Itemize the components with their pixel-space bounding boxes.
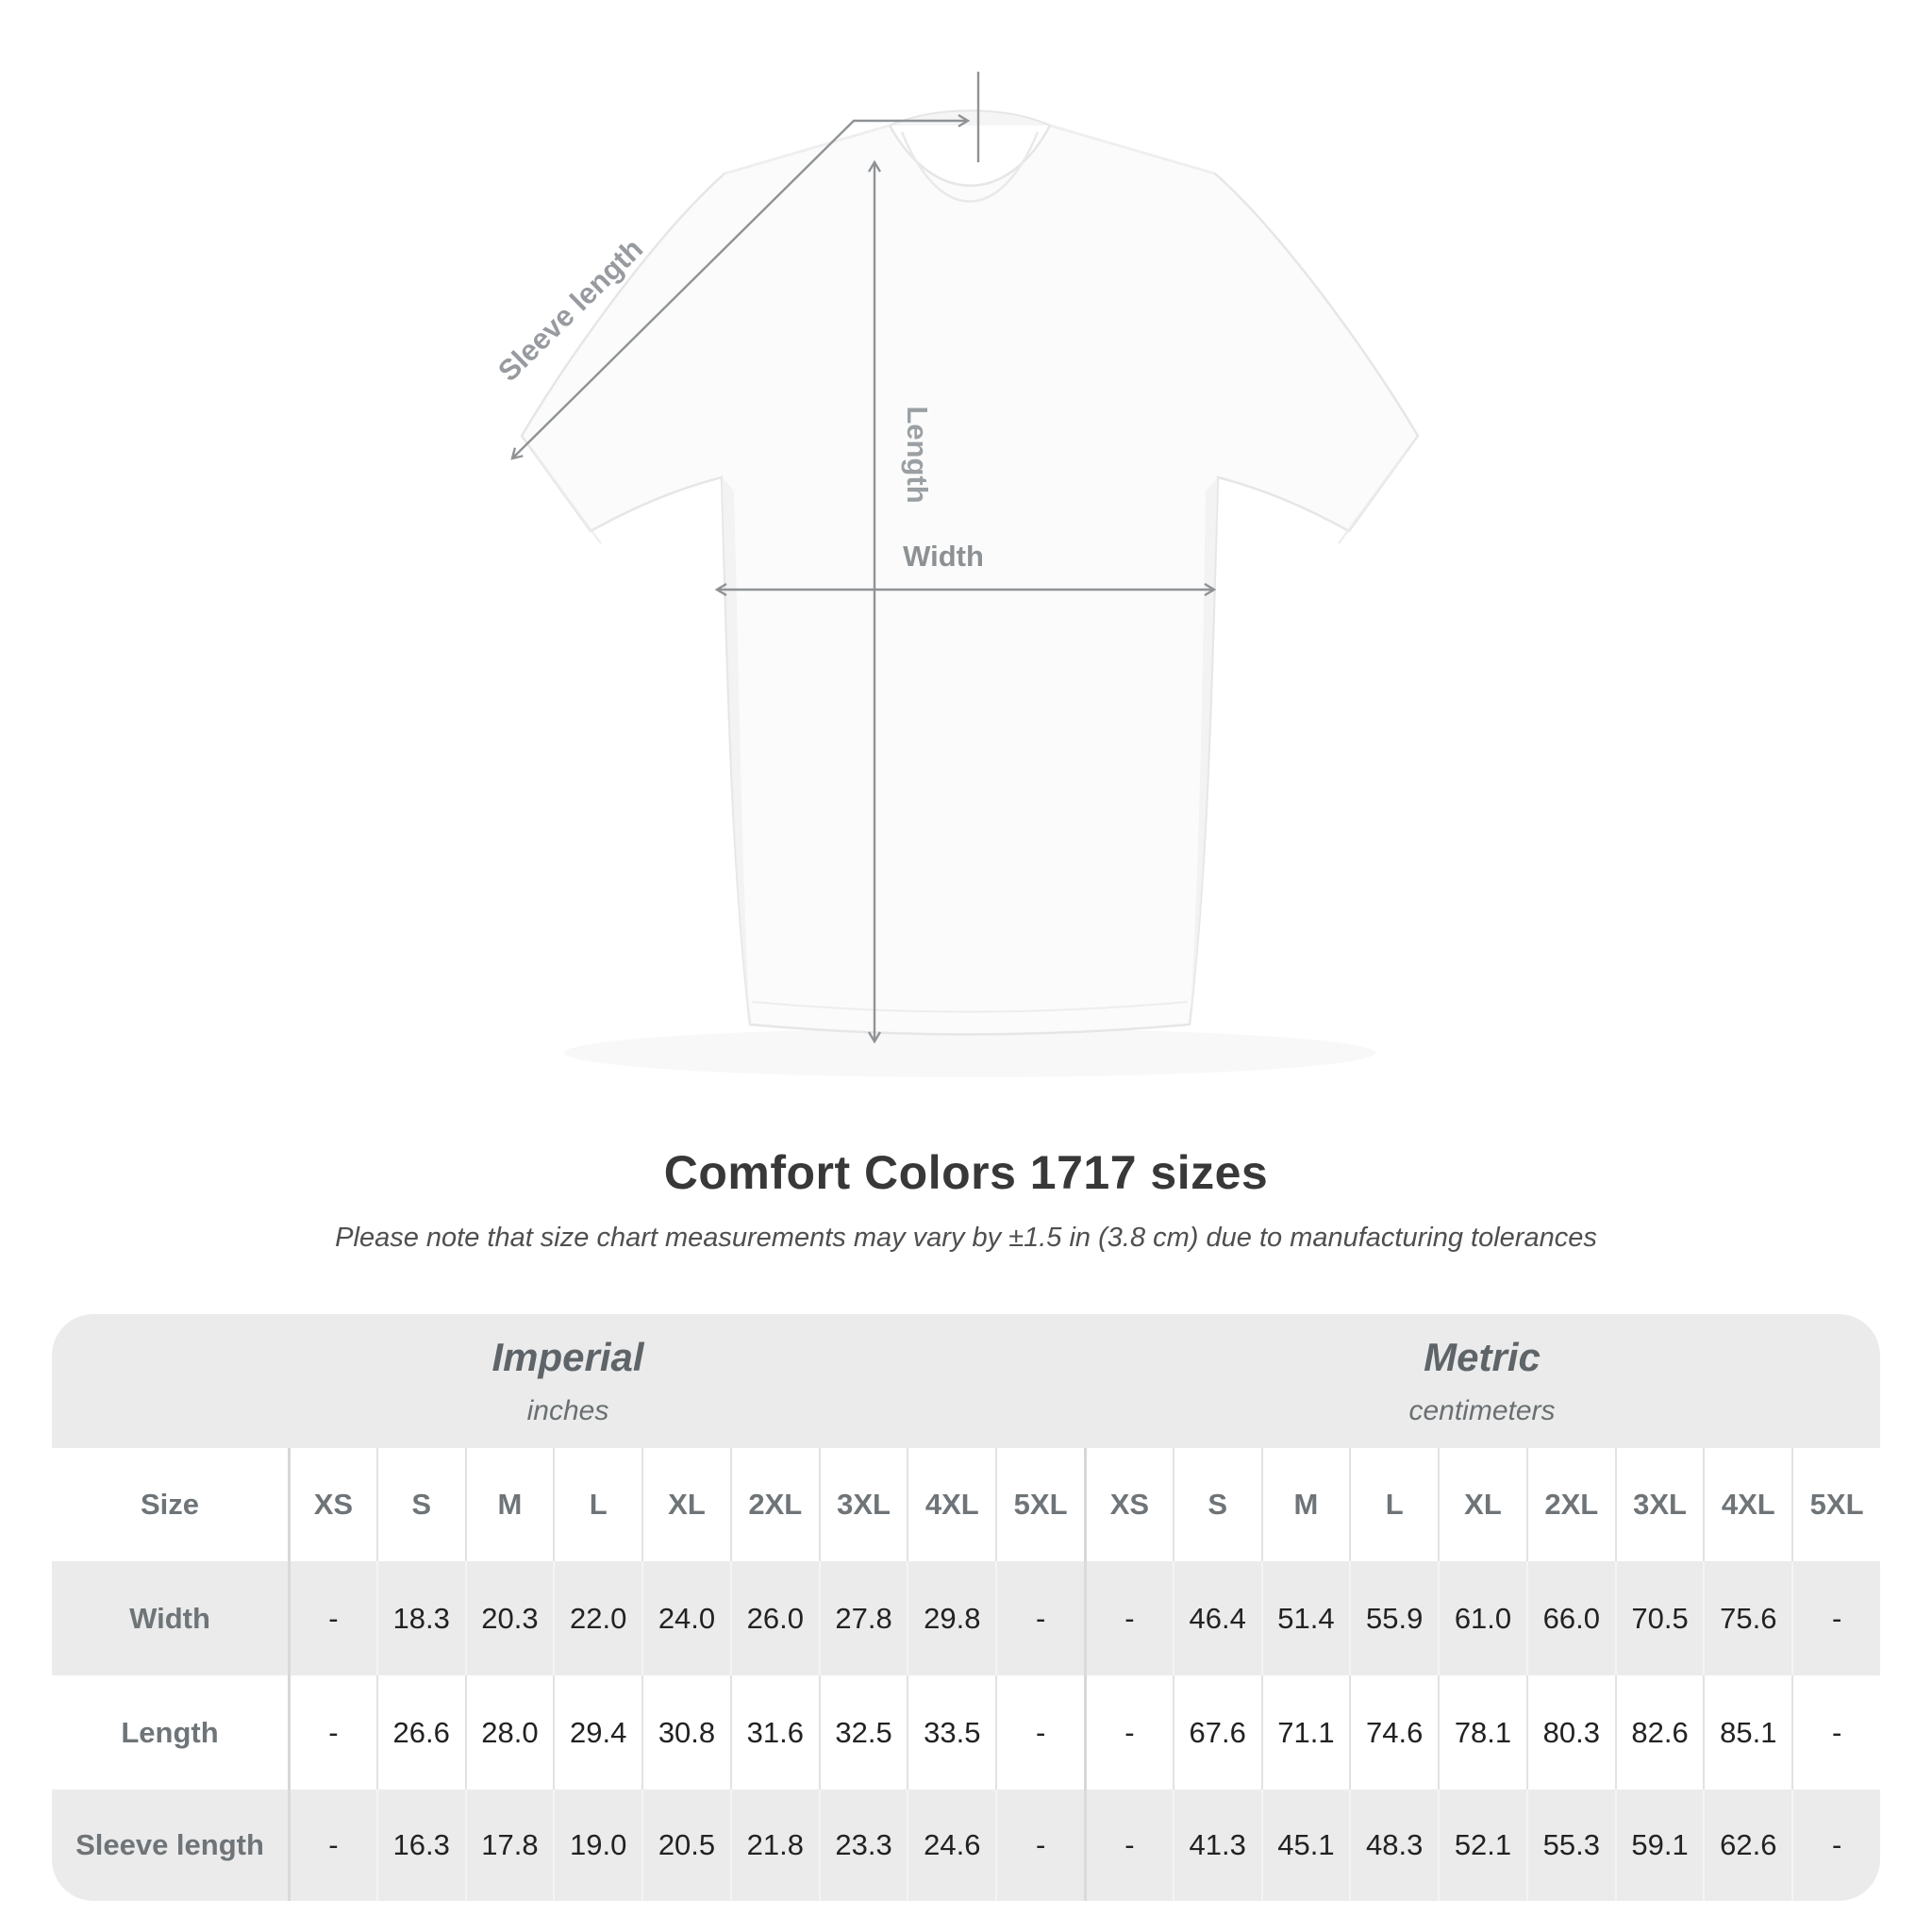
size-header-cell: M: [464, 1448, 554, 1561]
table-cell: 48.3: [1349, 1790, 1439, 1901]
width-row: Width - 18.3 20.3 22.0 24.0 26.0 27.8 29…: [52, 1561, 1880, 1675]
table-cell: -: [1084, 1675, 1173, 1790]
table-cell: -: [995, 1790, 1084, 1901]
row-label: Width: [52, 1561, 288, 1675]
size-header-cell: S: [1172, 1448, 1261, 1561]
table-cell: 62.6: [1703, 1790, 1792, 1901]
table-cell: 67.6: [1172, 1675, 1261, 1790]
size-header-cell: L: [553, 1448, 641, 1561]
shirt-shadow: [564, 1028, 1375, 1077]
size-header-cell: XS: [288, 1448, 376, 1561]
length-label: Length: [901, 406, 934, 503]
table-cell: 26.6: [375, 1675, 465, 1790]
table-cell: 80.3: [1525, 1675, 1615, 1790]
length-row: Length - 26.6 28.0 29.4 30.8 31.6 32.5 3…: [52, 1675, 1880, 1790]
metric-header: Metric centimeters: [1084, 1314, 1880, 1448]
table-cell: -: [1791, 1790, 1880, 1901]
imperial-sublabel: inches: [526, 1395, 609, 1426]
imperial-header: Imperial inches: [52, 1314, 1084, 1448]
table-cell: -: [1791, 1561, 1880, 1675]
size-header-cell: XL: [641, 1448, 730, 1561]
width-label: Width: [903, 540, 984, 573]
size-header-cell: M: [1260, 1448, 1350, 1561]
size-col-header: Size: [140, 1488, 200, 1521]
size-header-cell: 4XL: [1703, 1448, 1791, 1561]
table-cell: 75.6: [1703, 1561, 1792, 1675]
table-cell: 55.3: [1525, 1790, 1615, 1901]
table-cell: 55.9: [1349, 1561, 1439, 1675]
table-cell: 85.1: [1703, 1675, 1791, 1790]
table-cell: -: [288, 1675, 376, 1790]
table-cell: 46.4: [1172, 1561, 1261, 1675]
table-cell: 45.1: [1260, 1790, 1350, 1901]
table-cell: -: [995, 1561, 1084, 1675]
tshirt-measurement-diagram: Sleeve length Length Width: [491, 72, 1420, 1077]
table-cell: 52.1: [1438, 1790, 1526, 1901]
table-cell: -: [288, 1790, 376, 1901]
table-cell: -: [1084, 1790, 1173, 1901]
table-cell: 31.6: [729, 1675, 819, 1790]
table-cell: 19.0: [553, 1790, 642, 1901]
table-cell: 27.8: [818, 1561, 908, 1675]
sleeve-length-row: Sleeve length - 16.3 17.8 19.0 20.5 21.8…: [52, 1790, 1880, 1901]
table-cell: 82.6: [1614, 1675, 1704, 1790]
table-cell: 20.3: [464, 1561, 554, 1675]
table-cell: 18.3: [375, 1561, 465, 1675]
size-header-cell: XS: [1084, 1448, 1173, 1561]
title-block: Comfort Colors 1717 sizes Please note th…: [0, 1113, 1932, 1254]
size-header-cell: 3XL: [1614, 1448, 1704, 1561]
size-header-cell: 5XL: [1791, 1448, 1880, 1561]
tshirt-diagram-svg: Sleeve length Length Width: [491, 72, 1420, 1077]
table-cell: -: [1791, 1675, 1880, 1790]
row-label: Length: [121, 1715, 219, 1749]
unit-band: Imperial inches Metric centimeters: [52, 1314, 1880, 1448]
imperial-label: Imperial: [491, 1335, 644, 1379]
size-header-row: Size XS S M L XL 2XL 3XL 4XL 5XL XS S M …: [52, 1448, 1880, 1561]
table-cell: 23.3: [818, 1790, 908, 1901]
table-cell: 71.1: [1260, 1675, 1350, 1790]
size-header-cell: XL: [1438, 1448, 1526, 1561]
size-table: Imperial inches Metric centimeters Size …: [52, 1314, 1880, 1901]
page-subtitle: Please note that size chart measurements…: [335, 1223, 1597, 1253]
table-cell: 70.5: [1614, 1561, 1704, 1675]
table-cell: 32.5: [818, 1675, 908, 1790]
table-cell: 22.0: [553, 1561, 642, 1675]
page-title: Comfort Colors 1717 sizes: [663, 1146, 1269, 1199]
table-cell: 20.5: [641, 1790, 730, 1901]
measurement-lines: [512, 72, 1214, 1041]
table-cell: 24.6: [907, 1790, 996, 1901]
metric-label: Metric: [1424, 1335, 1541, 1379]
table-cell: 66.0: [1525, 1561, 1615, 1675]
table-cell: 24.0: [641, 1561, 730, 1675]
size-header-cell: 3XL: [818, 1448, 908, 1561]
table-cell: 26.0: [729, 1561, 819, 1675]
table-cell: 16.3: [375, 1790, 465, 1901]
metric-sublabel: centimeters: [1408, 1395, 1556, 1426]
table-cell: 59.1: [1614, 1790, 1704, 1901]
table-cell: 61.0: [1438, 1561, 1526, 1675]
table-cell: -: [1084, 1561, 1173, 1675]
size-header-cell: 5XL: [995, 1448, 1084, 1561]
size-header-cell: 2XL: [1525, 1448, 1615, 1561]
size-header-cell: 2XL: [729, 1448, 819, 1561]
table-cell: 29.4: [553, 1675, 641, 1790]
table-cell: 33.5: [907, 1675, 995, 1790]
table-cell: 28.0: [464, 1675, 554, 1790]
table-cell: 21.8: [729, 1790, 819, 1901]
table-cell: -: [995, 1675, 1084, 1790]
size-header-cell: S: [375, 1448, 465, 1561]
table-cell: 51.4: [1260, 1561, 1350, 1675]
size-header-cell: L: [1349, 1448, 1438, 1561]
table-cell: 78.1: [1438, 1675, 1526, 1790]
table-cell: -: [288, 1561, 376, 1675]
table-cell: 74.6: [1349, 1675, 1438, 1790]
table-cell: 30.8: [641, 1675, 730, 1790]
row-label: Sleeve length: [52, 1790, 288, 1901]
size-header-cell: 4XL: [907, 1448, 995, 1561]
table-cell: 17.8: [464, 1790, 554, 1901]
sleeve-length-arrow: [512, 121, 968, 458]
table-cell: 29.8: [907, 1561, 996, 1675]
table-cell: 41.3: [1172, 1790, 1261, 1901]
